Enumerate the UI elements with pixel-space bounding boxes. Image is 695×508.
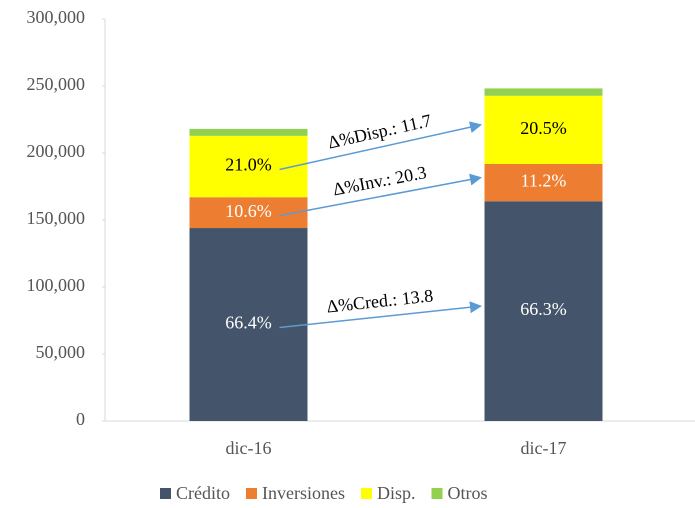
annotation: Δ%Inv.: 20.3: [331, 162, 428, 199]
data-label: 20.5%: [520, 118, 567, 138]
data-label: 66.4%: [225, 313, 272, 333]
annotation: Δ%Cred.: 13.8: [326, 285, 435, 316]
bar-segment: [189, 197, 308, 229]
x-tick-label: dic-17: [521, 438, 567, 458]
data-label: 10.6%: [225, 201, 272, 221]
x-tick-label: dic-16: [226, 438, 272, 458]
legend-swatch: [360, 488, 372, 499]
legend-label: Disp.: [377, 483, 416, 503]
bar-segment: [484, 201, 603, 421]
annotation-arrow: [279, 173, 482, 217]
legend-label: Inversiones: [262, 483, 345, 503]
legend-label: Otros: [448, 483, 488, 503]
y-tick-label: 250,000: [27, 74, 86, 94]
y-tick-label: 300,000: [27, 7, 86, 27]
bar-segment: [484, 88, 603, 96]
data-label: 11.2%: [521, 171, 567, 191]
data-label: 66.3%: [520, 299, 567, 319]
bar-segment: [189, 128, 308, 136]
legend-label: Crédito: [176, 483, 230, 503]
y-tick-label: 200,000: [27, 141, 86, 161]
y-tick-label: 0: [76, 409, 85, 429]
y-tick-label: 150,000: [27, 208, 86, 228]
annotation: Δ%Disp.: 11.7: [326, 110, 433, 152]
annotation-arrow: [279, 301, 482, 329]
annotation-arrow: [279, 121, 482, 171]
legend-swatch: [431, 488, 443, 499]
data-label: 21.0%: [225, 155, 272, 175]
bar-segment: [484, 95, 603, 164]
y-tick-label: 100,000: [27, 275, 86, 295]
legend-swatch: [246, 488, 257, 499]
y-tick-label: 50,000: [36, 342, 86, 362]
legend-swatch: [160, 488, 171, 499]
bar-segment: [484, 163, 603, 202]
bar-segment: [189, 135, 308, 198]
bar-segment: [189, 228, 308, 421]
